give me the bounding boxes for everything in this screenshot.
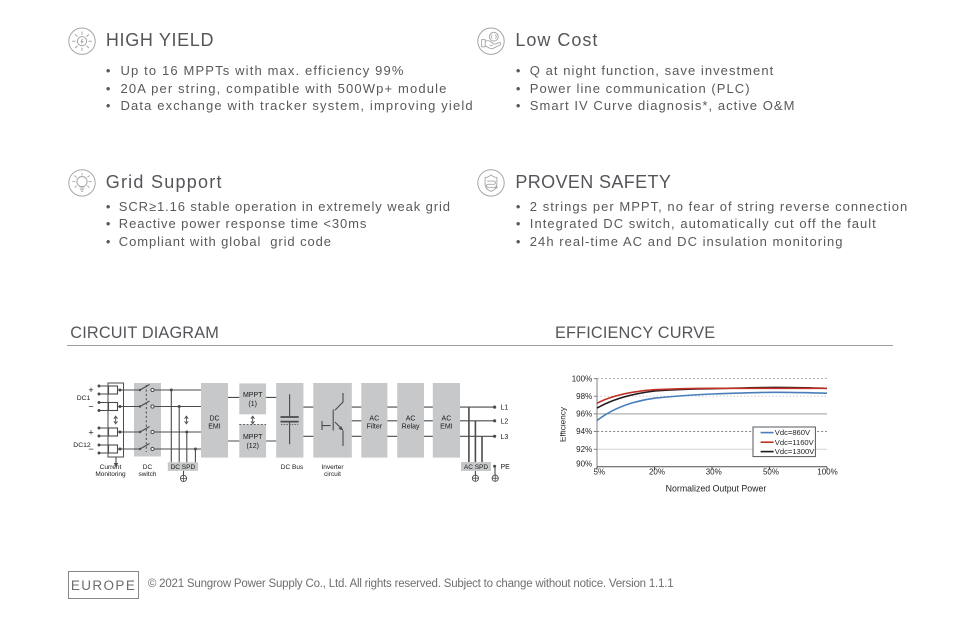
svg-text:96%: 96% <box>576 410 592 419</box>
svg-text:90%: 90% <box>576 460 592 469</box>
svg-text:−: − <box>88 401 93 411</box>
svg-text:L2: L2 <box>501 418 509 425</box>
svg-text:50%: 50% <box>763 468 779 477</box>
svg-text:MPPT: MPPT <box>243 434 263 441</box>
svg-text:94%: 94% <box>576 427 592 436</box>
svg-text:Vdc=1300V: Vdc=1300V <box>775 447 815 456</box>
svg-text:−: − <box>88 444 93 454</box>
svg-text:EMI: EMI <box>208 424 221 431</box>
svg-text:Vdc=860V: Vdc=860V <box>775 428 811 437</box>
svg-text:92%: 92% <box>576 445 592 454</box>
svg-text:DC1: DC1 <box>77 395 91 402</box>
svg-text:MPPT: MPPT <box>243 392 263 399</box>
svg-text:Relay: Relay <box>402 424 420 431</box>
svg-text:L1: L1 <box>501 405 509 412</box>
svg-text:switch: switch <box>138 471 156 478</box>
svg-text:circuit: circuit <box>324 471 341 478</box>
svg-text:AC: AC <box>442 415 452 422</box>
svg-text:Vdc=1160V: Vdc=1160V <box>775 438 815 447</box>
svg-text:AC: AC <box>369 415 379 422</box>
svg-text:PE: PE <box>501 464 511 471</box>
svg-text:98%: 98% <box>576 392 592 401</box>
svg-text:+: + <box>88 385 93 395</box>
svg-text:(1): (1) <box>248 401 257 408</box>
svg-text:(12): (12) <box>246 443 258 450</box>
svg-text:30%: 30% <box>706 468 722 477</box>
svg-text:Inverter: Inverter <box>321 464 344 471</box>
svg-text:100%: 100% <box>572 374 592 383</box>
svg-text:DC SPD: DC SPD <box>171 464 196 471</box>
svg-text:Current: Current <box>100 464 122 471</box>
svg-text:5%: 5% <box>594 468 606 477</box>
svg-text:DC: DC <box>143 464 153 471</box>
svg-text:DC12: DC12 <box>73 442 91 449</box>
svg-text:AC: AC <box>406 415 416 422</box>
svg-text:+: + <box>88 427 93 437</box>
svg-text:Normalized Output Power: Normalized Output Power <box>666 484 767 494</box>
svg-text:100%: 100% <box>817 468 837 477</box>
svg-text:L3: L3 <box>501 434 509 441</box>
svg-text:AC SPD: AC SPD <box>464 464 489 471</box>
svg-text:DC Bus: DC Bus <box>281 464 304 471</box>
svg-text:Filter: Filter <box>367 424 383 431</box>
svg-text:Efficiency: Efficiency <box>560 406 568 442</box>
svg-text:20%: 20% <box>649 468 665 477</box>
svg-text:EMI: EMI <box>440 424 453 431</box>
svg-text:DC: DC <box>209 415 219 422</box>
svg-text:Monitoring: Monitoring <box>95 471 126 478</box>
